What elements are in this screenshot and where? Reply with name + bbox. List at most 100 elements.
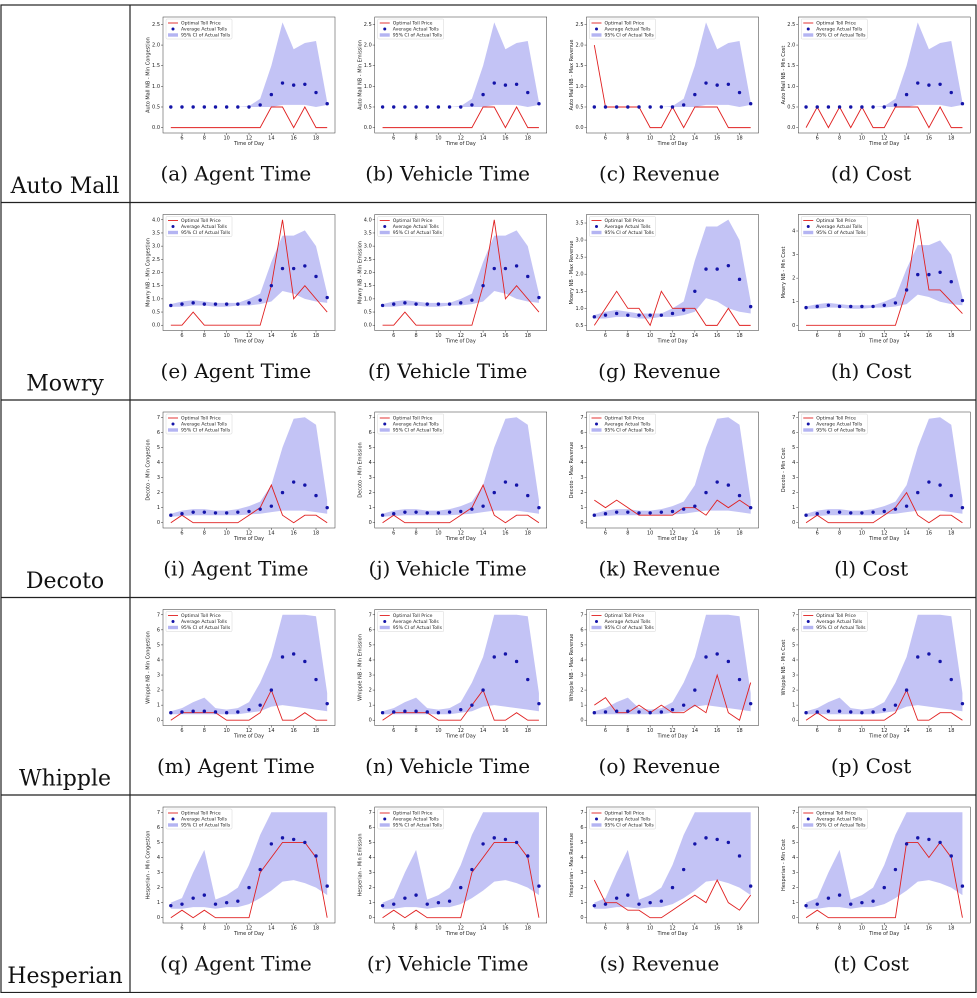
subfigure-caption: (f) Vehicle Time	[368, 359, 527, 383]
avg-dot	[603, 313, 608, 317]
x-tick-label: 6	[392, 728, 395, 734]
avg-dot	[826, 105, 831, 109]
avg-dot	[726, 659, 731, 664]
legend-patch	[379, 33, 390, 37]
avg-dot	[436, 105, 441, 109]
avg-dot	[191, 301, 195, 305]
legend-dot	[383, 620, 387, 623]
y-tick-label: 0	[369, 520, 372, 526]
x-tick-label: 10	[435, 926, 441, 932]
legend-label: Optimal Toll Price	[816, 416, 856, 422]
y-tick-label: 0.5	[576, 323, 584, 329]
avg-dot	[537, 701, 541, 706]
y-tick-label: 3.5	[152, 230, 160, 236]
x-tick-label: 18	[948, 926, 954, 932]
legend-label: Optimal Toll Price	[605, 416, 645, 422]
x-axis-label: Time of Day	[233, 339, 264, 345]
avg-dot	[837, 105, 842, 109]
x-tick-label: 16	[714, 926, 720, 932]
avg-dot	[704, 81, 708, 85]
y-tick-label: 2	[157, 885, 160, 891]
avg-dot	[247, 509, 251, 514]
y-axis-label: Hesperian - Min Cost	[781, 839, 787, 891]
legend-label: 95% CI of Actual Tolls	[181, 428, 231, 434]
x-tick-label: 14	[268, 926, 274, 932]
legend-box	[165, 216, 233, 237]
y-tick-label: 1	[157, 703, 160, 709]
avg-dot	[815, 105, 819, 109]
legend-box	[801, 216, 868, 237]
subplot: 6 8 10 12 14 16 18 Time of Day 0.5 1.0 1.5 2.0 2.5 3.…	[569, 214, 759, 383]
toll-line	[805, 491, 963, 524]
avg-dot	[213, 511, 218, 515]
x-tick-label: 16	[502, 531, 508, 537]
legend-patch	[591, 625, 602, 630]
x-axis-label: Time of Day	[868, 339, 899, 345]
y-tick-label: 3	[157, 673, 160, 679]
avg-dot	[224, 710, 229, 715]
avg-dot	[826, 709, 831, 713]
avg-dot	[459, 301, 463, 305]
avg-dot	[715, 267, 719, 271]
y-tick-label: 0	[157, 718, 160, 724]
x-tick-label: 16	[502, 728, 508, 734]
y-axis-label: Auto Mall NB - Min Cost	[781, 46, 787, 105]
row-label: Whipple	[19, 767, 111, 792]
avg-dot	[637, 105, 641, 109]
y-tick-label: 2	[369, 885, 372, 891]
y-tick-label: 2.0	[152, 270, 160, 276]
avg-dot	[693, 504, 697, 508]
avg-dot	[916, 836, 920, 840]
y-axis-label: Mowry NB - Max Revenue	[569, 241, 575, 305]
x-axis-label: Time of Day	[656, 141, 687, 147]
avg-dot	[715, 83, 719, 87]
legend-label: Average Actual Tolls	[816, 817, 863, 823]
y-tick-label: 6	[369, 430, 372, 436]
y-tick-label: 3	[792, 673, 795, 679]
avg-dot	[693, 842, 697, 846]
avg-dot	[314, 90, 318, 95]
avg-dot	[804, 903, 808, 908]
avg-dot	[614, 709, 619, 713]
ci-band	[382, 22, 539, 107]
x-tick-label: 18	[948, 531, 954, 537]
x-tick-label: 14	[480, 728, 486, 734]
y-tick-label: 0	[157, 520, 160, 526]
legend-patch	[803, 428, 814, 432]
avg-dot	[949, 493, 953, 498]
avg-dot	[871, 304, 875, 309]
x-tick-label: 18	[525, 728, 531, 734]
y-tick-label: 2.5	[576, 255, 584, 261]
avg-dot	[459, 707, 463, 712]
avg-dot	[224, 900, 229, 905]
x-tick-label: 16	[290, 728, 296, 734]
avg-dot	[526, 854, 530, 858]
x-tick-label: 6	[604, 728, 607, 734]
avg-dot	[447, 302, 452, 306]
avg-dot	[916, 81, 920, 85]
y-tick-label: 2.5	[576, 22, 584, 28]
x-tick-label: 18	[313, 728, 319, 734]
avg-dot	[258, 867, 262, 872]
legend-label: Optimal Toll Price	[605, 21, 645, 27]
x-axis-label: Time of Day	[656, 931, 687, 937]
avg-dot	[481, 842, 485, 846]
y-tick-label: 2.0	[152, 43, 160, 49]
avg-dot	[916, 655, 920, 659]
y-tick-label: 2	[792, 276, 795, 282]
x-tick-label: 10	[223, 926, 229, 932]
avg-dot	[380, 903, 385, 908]
x-tick-label: 16	[502, 136, 508, 142]
x-tick-label: 18	[525, 531, 531, 537]
toll-line	[382, 106, 539, 129]
avg-dot	[169, 710, 173, 715]
legend-label: Average Actual Tolls	[816, 224, 863, 230]
x-tick-label: 6	[180, 728, 183, 734]
x-axis-label: Time of Day	[445, 339, 476, 345]
ci-band	[382, 812, 539, 909]
legend-patch	[803, 230, 814, 235]
avg-dot	[659, 313, 664, 317]
legend-dot	[806, 817, 810, 821]
x-tick-label: 18	[736, 531, 742, 537]
